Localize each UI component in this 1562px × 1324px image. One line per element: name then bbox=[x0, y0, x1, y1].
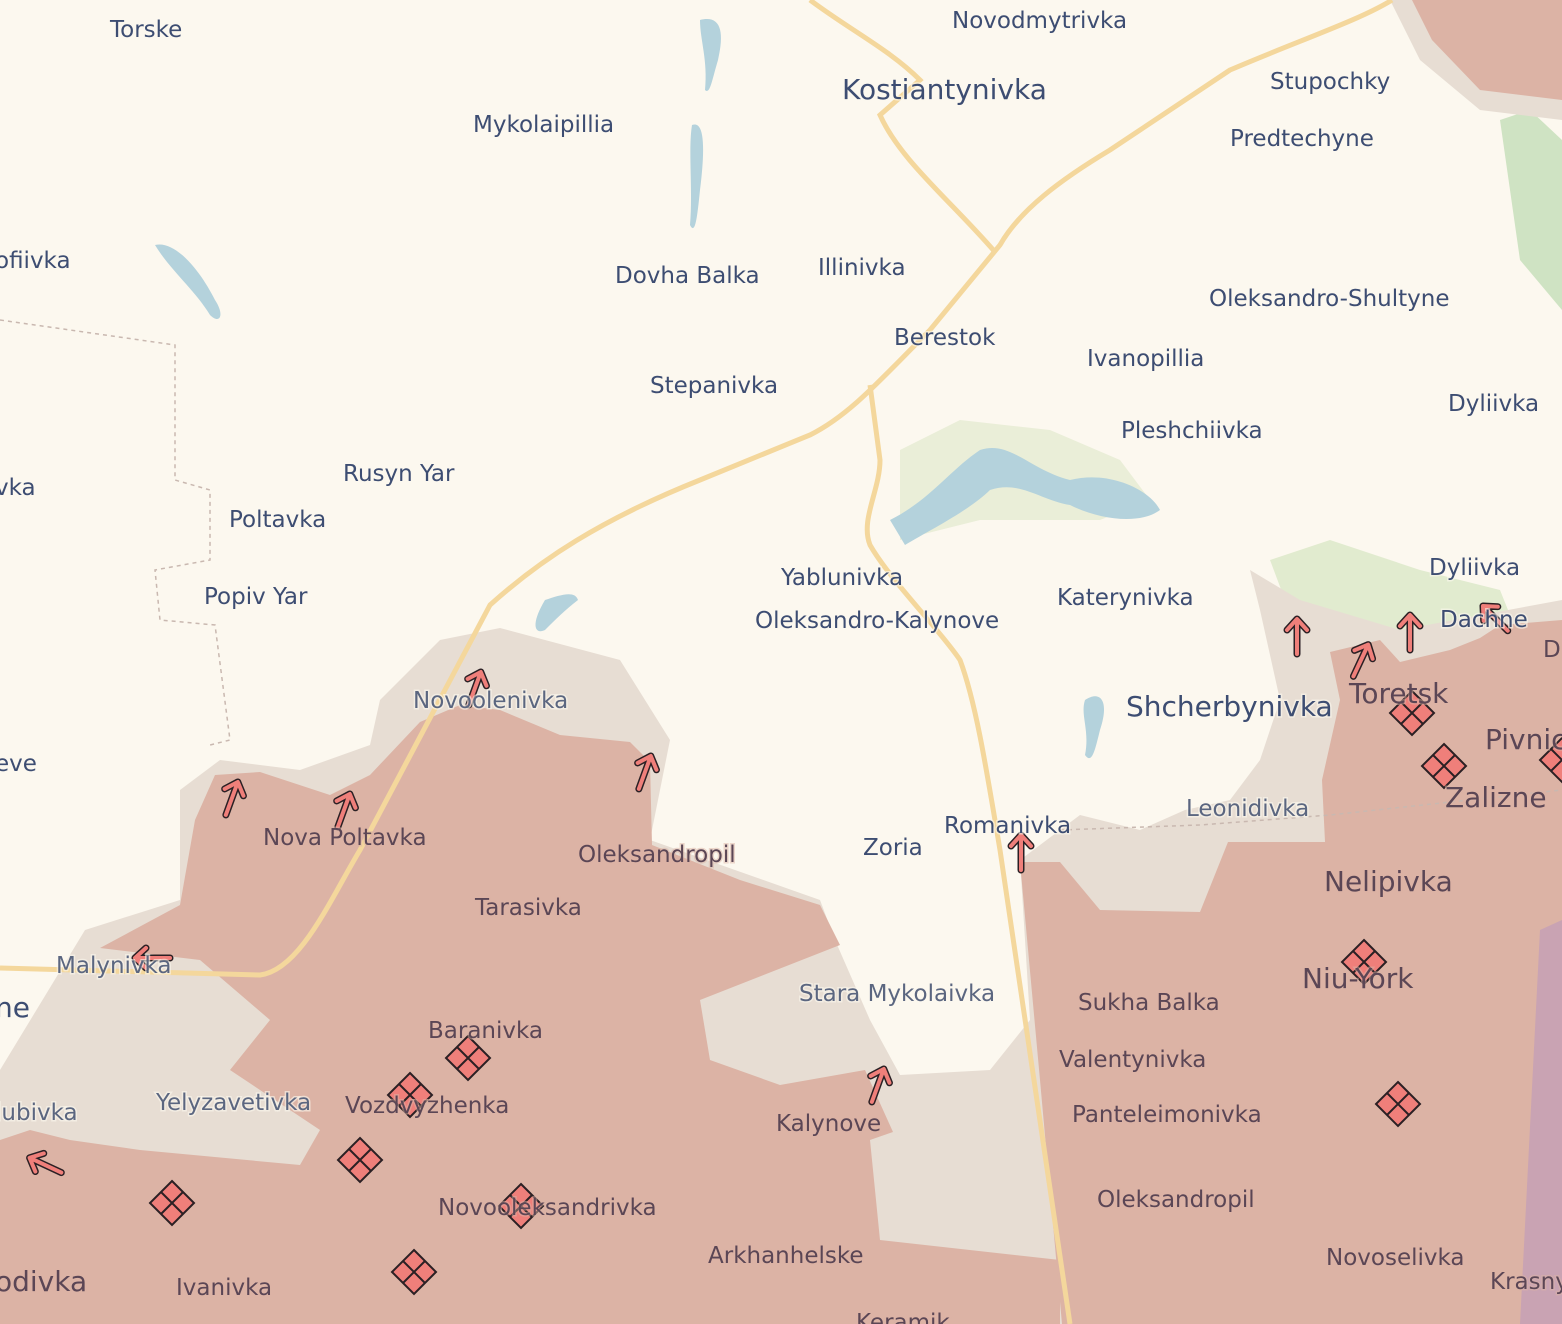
pond bbox=[700, 19, 721, 91]
place-label[interactable]: Panteleimonivka bbox=[1071, 1101, 1264, 1130]
place-label[interactable]: Dyliivka bbox=[1428, 554, 1522, 583]
place-label[interactable]: Niu-York bbox=[1301, 961, 1416, 997]
place-label[interactable]: Novooleksandrivka bbox=[437, 1194, 659, 1223]
place-label[interactable]: Nelipivka bbox=[1323, 864, 1455, 900]
highway bbox=[0, 0, 1394, 978]
place-label[interactable]: Valentynivka bbox=[1058, 1046, 1208, 1075]
place-label[interactable]: Novodmytrivka bbox=[951, 7, 1129, 36]
advance-arrow-icon[interactable] bbox=[862, 1065, 893, 1106]
advance-arrow-icon[interactable] bbox=[25, 1149, 65, 1182]
place-label[interactable]: Malynivka bbox=[55, 952, 174, 981]
place-label[interactable]: Predtechyne bbox=[1229, 125, 1376, 154]
assault-marker-icon[interactable] bbox=[1340, 938, 1388, 986]
assault-marker-icon[interactable] bbox=[444, 1034, 492, 1082]
place-label[interactable]: Sukha Balka bbox=[1077, 989, 1222, 1018]
place-label[interactable]: iubivka bbox=[0, 1099, 79, 1128]
advance-arrow-icon[interactable] bbox=[216, 778, 247, 819]
occupied-area bbox=[1412, 0, 1562, 100]
place-label[interactable]: odivka bbox=[0, 1264, 89, 1300]
vegetation-area bbox=[1500, 110, 1562, 310]
place-label[interactable]: Illinivka bbox=[817, 254, 908, 283]
advance-arrow-icon[interactable] bbox=[1396, 611, 1424, 654]
advance-arrow-icon[interactable] bbox=[328, 790, 359, 831]
place-label[interactable]: Oleksandropil bbox=[1096, 1186, 1257, 1215]
place-label[interactable]: Shcherbynivka bbox=[1125, 689, 1335, 725]
place-label[interactable]: Dyliivka bbox=[1447, 390, 1541, 419]
place-label[interactable]: Keramik bbox=[855, 1309, 952, 1324]
place-label[interactable]: Mykolaipillia bbox=[472, 111, 616, 140]
place-label[interactable]: Zoria bbox=[862, 834, 925, 863]
place-label[interactable]: Yelyzavetivka bbox=[154, 1089, 313, 1118]
place-label[interactable]: Poltavka bbox=[228, 506, 328, 535]
place-label[interactable]: Katerynivka bbox=[1056, 584, 1196, 613]
assault-marker-icon[interactable] bbox=[1388, 689, 1436, 737]
place-label[interactable]: Kalynove bbox=[775, 1110, 883, 1139]
place-label[interactable]: ne bbox=[0, 990, 31, 1026]
assault-marker-icon[interactable] bbox=[148, 1179, 196, 1227]
place-label[interactable]: Dachne bbox=[1439, 606, 1530, 635]
pond bbox=[535, 594, 578, 632]
place-label[interactable]: Pleshchiivka bbox=[1120, 417, 1265, 446]
place-label[interactable]: Oleksandro-Kalynove bbox=[754, 607, 1001, 636]
place-label[interactable]: Oleksandropil bbox=[577, 841, 738, 870]
assault-marker-icon[interactable] bbox=[386, 1071, 434, 1119]
place-label[interactable]: Stupochky bbox=[1269, 68, 1392, 97]
district-border bbox=[0, 319, 231, 746]
place-label[interactable]: Berestok bbox=[893, 324, 998, 353]
place-label[interactable]: Torske bbox=[108, 16, 184, 45]
place-label[interactable]: Romanivka bbox=[943, 812, 1073, 841]
advance-arrow-icon[interactable] bbox=[459, 668, 490, 709]
place-label[interactable]: Dovha Balka bbox=[614, 262, 762, 291]
assault-marker-icon[interactable] bbox=[390, 1248, 438, 1296]
occupied-area bbox=[0, 705, 1060, 1324]
place-label[interactable]: Toretsk bbox=[1347, 676, 1451, 712]
place-label[interactable]: Yablunivka bbox=[779, 564, 905, 593]
assault-marker-icon[interactable] bbox=[1538, 736, 1562, 784]
place-label[interactable]: Ivanivka bbox=[175, 1274, 274, 1303]
place-label[interactable]: eve bbox=[0, 750, 38, 779]
place-label[interactable]: Kostiantynivka bbox=[841, 72, 1049, 108]
place-label[interactable]: vka bbox=[0, 474, 37, 503]
advance-arrow-icon[interactable] bbox=[1344, 640, 1377, 680]
assault-marker-icon[interactable] bbox=[1420, 742, 1468, 790]
place-label[interactable]: Nova Poltavka bbox=[262, 824, 429, 853]
place-label[interactable]: Stepanivka bbox=[649, 372, 780, 401]
district-border bbox=[1059, 789, 1562, 831]
pond bbox=[690, 124, 704, 229]
place-label[interactable]: Krasnyi bbox=[1489, 1268, 1562, 1297]
place-label[interactable]: Popiv Yar bbox=[203, 583, 310, 612]
place-label[interactable]: Arkhanhelske bbox=[707, 1242, 866, 1271]
advance-arrow-icon[interactable] bbox=[1476, 599, 1515, 638]
occupied-area bbox=[1020, 620, 1562, 1324]
place-label[interactable]: Leonidivka bbox=[1185, 795, 1311, 824]
place-label[interactable]: Novoselivka bbox=[1325, 1244, 1467, 1273]
highway bbox=[808, 0, 997, 254]
pond bbox=[1083, 696, 1105, 759]
place-label[interactable]: ofiivka bbox=[0, 247, 72, 276]
assault-marker-icon[interactable] bbox=[497, 1182, 545, 1230]
place-label[interactable]: Stara Mykolaivka bbox=[798, 980, 997, 1009]
place-label[interactable]: Baranivka bbox=[427, 1017, 545, 1046]
pond bbox=[155, 244, 221, 320]
place-label[interactable]: Pivnichne bbox=[1484, 722, 1562, 758]
advance-arrow-icon[interactable] bbox=[1007, 831, 1035, 874]
place-label[interactable]: Zalizne bbox=[1444, 780, 1549, 816]
highway bbox=[864, 384, 1073, 1324]
assault-marker-icon[interactable] bbox=[1374, 1080, 1422, 1128]
advance-arrow-icon[interactable] bbox=[629, 752, 660, 793]
place-label[interactable]: Oleksandro-Shultyne bbox=[1208, 285, 1451, 314]
place-label[interactable]: Ivanopillia bbox=[1086, 345, 1206, 374]
place-label[interactable]: Rusyn Yar bbox=[342, 460, 457, 489]
assault-marker-icon[interactable] bbox=[336, 1136, 384, 1184]
advance-arrow-icon[interactable] bbox=[1283, 615, 1311, 658]
reservoir bbox=[890, 447, 1160, 545]
place-label[interactable]: Novoolenivka bbox=[412, 687, 570, 716]
advance-arrow-icon[interactable] bbox=[131, 944, 174, 972]
place-label[interactable]: D bbox=[1542, 636, 1562, 665]
place-label[interactable]: Tarasivka bbox=[473, 894, 584, 923]
occupied-area bbox=[1520, 920, 1562, 1324]
place-label[interactable]: Vozdvyzhenka bbox=[344, 1092, 511, 1121]
